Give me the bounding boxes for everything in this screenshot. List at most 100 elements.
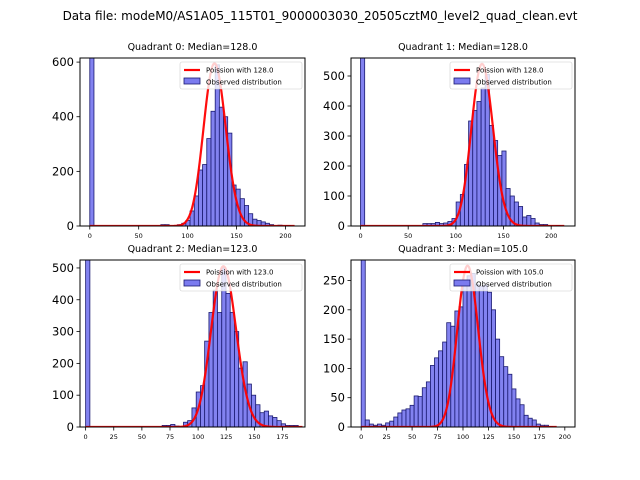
histogram-bar — [515, 398, 521, 427]
y-tick-label: 300 — [323, 129, 345, 143]
legend-label-poisson: Poission with 128.0 — [206, 67, 274, 75]
plot-area — [360, 58, 565, 226]
subplot-title: Quadrant 1: Median=128.0 — [398, 42, 528, 53]
histogram-bar — [202, 164, 208, 226]
histogram-bar — [458, 306, 464, 427]
histogram-bar — [499, 356, 505, 427]
y-tick-label: 200 — [323, 159, 345, 173]
x-tick-label: 150 — [497, 232, 509, 240]
x-tick-label: 0 — [88, 232, 92, 240]
histogram-bar — [397, 412, 403, 427]
histogram-bar — [218, 106, 224, 226]
y-tick-label: 600 — [52, 55, 74, 69]
x-tick-label: 150 — [508, 433, 520, 441]
x-tick-label: 200 — [545, 232, 557, 240]
histogram-bar — [511, 388, 517, 427]
legend: Poission with 128.0 Observed distribution — [449, 61, 573, 90]
y-tick-label: 400 — [323, 99, 345, 113]
legend-frame — [179, 263, 303, 292]
x-tick-label: 75 — [166, 433, 174, 441]
histogram-bar — [501, 150, 507, 226]
histogram-bar — [438, 350, 444, 427]
histogram-bar — [522, 216, 528, 226]
histogram-bar — [466, 275, 472, 427]
histogram-bar — [503, 366, 509, 427]
x-tick-label: 75 — [433, 433, 441, 441]
x-tick-label: 0 — [84, 433, 88, 441]
axes-frame — [350, 57, 576, 227]
legend-bar-swatch — [453, 77, 471, 85]
figure-suptitle: Data file: modeM0/AS1A05_115T01_90000030… — [62, 9, 578, 23]
histogram-bar — [530, 218, 536, 226]
y-tick-label: 200 — [52, 164, 74, 178]
histogram-bar — [430, 365, 435, 427]
y-tick-label: 500 — [52, 261, 74, 275]
y-tick-label: 100 — [323, 189, 345, 203]
legend-label-poisson: Poission with 105.0 — [476, 269, 544, 277]
x-tick-label: 0 — [359, 433, 363, 441]
subplot-quadrant-0: Quadrant 0: Median=128.0 0 50 100 150 200 0 200… — [52, 42, 306, 240]
x-tick-label: 100 — [181, 232, 193, 240]
y-tick-label: 200 — [323, 303, 345, 317]
histogram-bar — [409, 404, 415, 427]
poisson-curve — [85, 265, 303, 427]
histogram-bar — [476, 101, 482, 226]
y-tick-label: 400 — [52, 293, 74, 307]
x-tick-label: 50 — [135, 232, 143, 240]
histogram-bar — [89, 58, 95, 226]
histogram-bar — [519, 404, 525, 427]
histogram-bar — [360, 58, 366, 226]
legend-bar-swatch — [453, 279, 471, 287]
y-tick-label: 100 — [323, 361, 345, 375]
x-tick-label: 125 — [482, 433, 494, 441]
x-tick-label: 50 — [404, 232, 412, 240]
histogram-bar — [405, 408, 411, 427]
histogram-bar — [268, 415, 274, 427]
histogram-bar — [221, 267, 227, 427]
y-tick-label: 100 — [52, 388, 74, 402]
y-tick-label: 250 — [323, 274, 345, 288]
y-tick-label: 400 — [52, 110, 74, 124]
x-tick-label: 100 — [457, 433, 469, 441]
histogram-bar — [482, 284, 488, 427]
y-tick-label: 0 — [67, 219, 74, 233]
histogram-bar — [217, 312, 223, 427]
histogram-bar — [225, 292, 231, 427]
subplot-title: Quadrant 3: Median=105.0 — [398, 244, 528, 255]
x-tick-label: 25 — [110, 433, 118, 441]
histogram-bar — [495, 338, 501, 427]
y-tick-label: 0 — [338, 420, 345, 434]
histogram-bar — [425, 381, 431, 427]
legend: Poission with 123.0 Observed distribution — [179, 263, 303, 292]
histogram-bar — [210, 110, 216, 226]
legend: Poission with 105.0 Observed distribution — [449, 263, 573, 292]
legend-frame — [449, 263, 573, 292]
histogram-bar — [446, 322, 452, 427]
y-tick-label: 150 — [323, 332, 345, 346]
x-tick-label: 25 — [382, 433, 390, 441]
histogram-bar — [489, 125, 494, 226]
y-tick-label: 300 — [52, 325, 74, 339]
histogram-bar — [480, 87, 486, 226]
legend-label-observed: Observed distribution — [476, 79, 552, 87]
histogram-bar — [491, 309, 496, 427]
histogram-bar — [401, 409, 407, 427]
histogram-bar — [417, 396, 423, 427]
x-tick-label: 0 — [358, 232, 362, 240]
histogram-bar — [85, 260, 91, 427]
x-tick-label: 175 — [533, 433, 545, 441]
y-tick-label: 0 — [67, 420, 74, 434]
histogram-bar — [360, 260, 366, 427]
histogram-bar — [229, 312, 235, 427]
histogram-bar — [518, 206, 524, 226]
x-tick-label: 150 — [248, 433, 260, 441]
legend-frame — [179, 61, 303, 90]
x-tick-label: 100 — [192, 433, 204, 441]
x-tick-label: 150 — [230, 232, 242, 240]
x-tick-label: 200 — [559, 433, 571, 441]
y-tick-label: 50 — [330, 391, 345, 405]
subplot-title: Quadrant 0: Median=128.0 — [128, 42, 258, 53]
legend: Poission with 128.0 Observed distribution — [179, 61, 303, 90]
histogram-bar — [206, 138, 212, 226]
